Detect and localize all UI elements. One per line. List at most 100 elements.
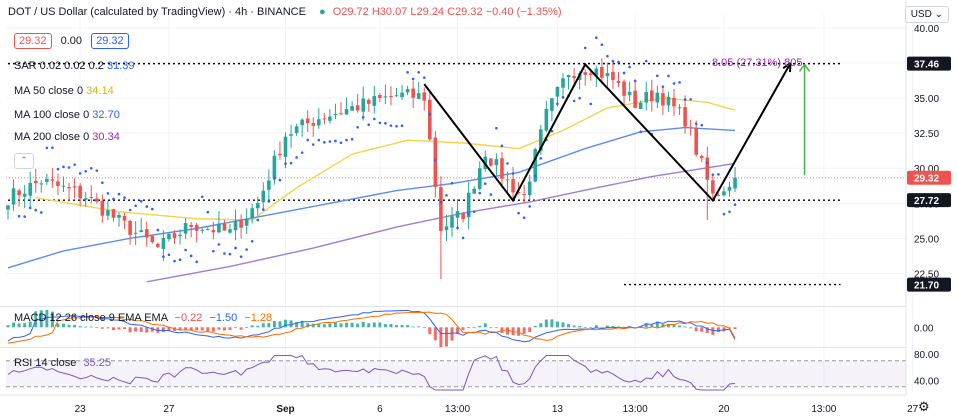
macd-bar [544,319,548,328]
macd-bar [511,327,515,336]
currency-label: USD [910,9,932,20]
sar-dot [689,98,692,101]
buy-button[interactable]: 29.32 [91,33,129,49]
candle [622,81,626,96]
candle [688,127,693,129]
candle [594,68,599,76]
candles [6,58,737,279]
legend-macd[interactable]: MACD 12 26 close 9 EMA EMA −0.22 −1.50 −… [14,312,272,324]
sar-dot [700,123,704,127]
sar-dot [728,210,731,214]
ma50-value: 34.14 [86,85,114,97]
currency-select[interactable]: USD ⌄ [904,6,949,23]
sar-dot [472,210,476,213]
candle [272,155,277,179]
price-label: 29.32 [914,174,939,185]
sar-dot [200,195,204,199]
candle [128,220,132,235]
macd-signal-value: −1.28 [244,312,273,324]
ma200-value: 30.34 [92,131,120,143]
price-label: 37.46 [914,60,939,71]
sar-dot [106,192,110,195]
sar-dot [711,173,715,176]
sar-dot [611,59,615,63]
macd-tick-label: 0.00 [914,323,934,334]
candle [400,92,404,98]
macd-bar [683,326,687,328]
candle [627,91,632,96]
sar-dot [422,76,426,79]
settings-gear-icon[interactable]: ⚙ [918,399,930,414]
double-bottom-pattern [423,62,811,203]
sar-value: 31.39 [106,60,135,72]
candle [539,129,543,151]
sar-dot [395,124,398,128]
sar-dot [722,212,726,216]
macd-bar [666,324,670,328]
macd-bar [722,327,726,332]
candle [405,89,410,93]
sar-dot [417,71,421,74]
macd-bar [211,327,215,332]
macd-bar [250,325,254,328]
macd-bar [583,326,587,328]
sar-dot [206,210,210,214]
legend-ma200[interactable]: MA 200 close 0 30.34 [14,131,120,143]
macd-bar [184,327,188,330]
macd-bar [572,325,576,328]
sar-dot [678,81,681,84]
macd-bar [350,322,354,328]
macd-bar [422,327,426,329]
candle [355,105,360,111]
legend-sar[interactable]: SAR 0.02 0.02 0.2 31.39 [14,60,135,72]
macd-bar [661,324,665,328]
macd-bar [472,327,476,329]
macd-bar [150,327,154,332]
macd-bar [317,323,321,328]
candle [22,193,27,197]
legend-rsi[interactable]: RSI 14 close 35.25 [14,357,111,369]
sar-dot [467,212,470,215]
sar-dot [578,96,581,100]
macd-bar [716,327,720,333]
symbol-title[interactable]: DOT / US Dollar (calculated by TradingVi… [8,6,306,18]
sar-dot [339,141,343,145]
candle [644,92,649,103]
macd-bar [73,324,77,328]
macd-bar [6,325,10,328]
candle [444,226,449,231]
macd-bar [200,327,204,331]
candle [283,136,288,157]
sar-dot [134,204,137,208]
sar-dot [34,208,38,212]
macd-bar [111,327,115,331]
candle [378,94,382,98]
macd-bar [395,325,398,328]
candle [472,188,476,194]
sar-dot [373,117,376,121]
macd-bar [705,327,709,333]
sar-dot [445,194,448,197]
candle [522,194,526,196]
sar-dot [572,99,576,103]
legend-ma100[interactable]: MA 100 close 0 32.70 [14,109,120,121]
macd-bar [89,326,93,328]
candle [561,78,565,88]
sar-dot [84,169,87,173]
macd-bar [433,327,437,341]
candle [150,235,155,243]
sar-dot [489,193,493,196]
rsi-label: RSI 14 close [14,357,77,369]
pattern-arrowhead [782,62,792,73]
candle [244,218,249,226]
candle [416,93,421,99]
legend-ma50[interactable]: MA 50 close 0 34.14 [14,85,114,97]
macd-bar [600,326,604,328]
collapse-legend-icon[interactable]: ⌃ [14,153,34,169]
macd-bar [611,325,615,328]
sar-dot [428,113,432,116]
sell-button[interactable]: 29.32 [14,33,52,49]
candle [466,192,471,218]
sar-dot [495,126,498,130]
